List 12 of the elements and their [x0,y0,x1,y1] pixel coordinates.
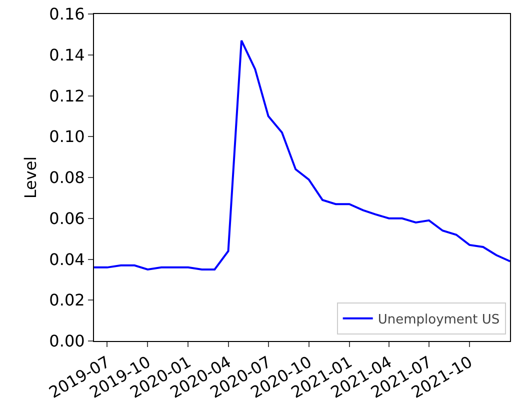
y-tick-label: 0.16 [49,4,85,24]
legend-label: Unemployment US [378,312,500,328]
y-tick-label: 0.14 [49,45,85,64]
y-tick-label: 0.02 [49,290,85,310]
line-series [94,40,510,270]
y-tick-label: 0.06 [49,208,85,228]
y-axis-title: Level [21,156,40,199]
y-tick-label: 0.12 [49,86,85,106]
y-tick-label: 0.08 [49,168,85,188]
y-tick-label: 0.10 [49,127,85,146]
y-tick-label: 0.00 [49,332,85,351]
y-tick-label: 0.04 [49,250,85,269]
